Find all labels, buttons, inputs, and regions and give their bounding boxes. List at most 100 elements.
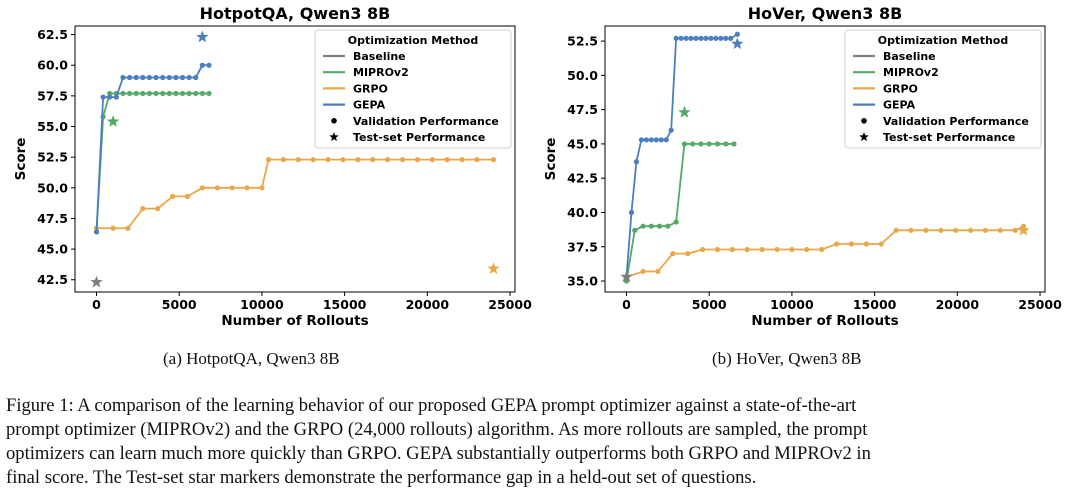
caption-line: final score. The Test-set star markers d… xyxy=(6,467,757,488)
data-point xyxy=(714,246,721,253)
data-point xyxy=(665,223,671,229)
data-point xyxy=(107,90,113,97)
y-tick-label: 52.5 xyxy=(567,34,598,49)
y-tick-label: 35.0 xyxy=(567,274,598,289)
data-point xyxy=(640,268,646,275)
data-point xyxy=(125,225,131,231)
data-point xyxy=(893,227,899,233)
legend-entry: Baseline xyxy=(353,50,406,63)
test-star-baseline xyxy=(620,270,633,283)
data-point xyxy=(938,227,944,233)
data-point xyxy=(997,227,1003,233)
data-point xyxy=(166,90,172,97)
data-point xyxy=(474,157,480,163)
legend-marker-star xyxy=(859,132,869,142)
legend-box xyxy=(314,29,512,149)
data-point xyxy=(673,35,679,41)
legend-entry: GRPO xyxy=(883,82,918,95)
legend-marker-dot xyxy=(331,118,337,124)
legend-entry: Baseline xyxy=(883,50,936,63)
series-gepa xyxy=(93,62,212,235)
y-tick-label: 42.5 xyxy=(567,171,598,186)
data-point xyxy=(693,35,699,41)
legend-entry: MIPROv2 xyxy=(883,66,939,79)
data-point xyxy=(169,193,176,199)
data-point xyxy=(656,223,663,229)
caption-line: Figure 1: A comparison of the learning b… xyxy=(6,395,857,416)
data-point xyxy=(155,206,161,212)
plot-frame xyxy=(74,25,516,293)
data-point xyxy=(100,94,106,100)
data-point xyxy=(681,141,687,147)
y-tick-label: 40.0 xyxy=(567,205,598,220)
data-point xyxy=(878,241,884,247)
series-miprov2 xyxy=(93,90,212,235)
x-tick-label: 20000 xyxy=(936,297,980,312)
y-tick-label: 45.0 xyxy=(567,136,598,151)
data-point xyxy=(110,225,116,231)
y-tick-label: 37.5 xyxy=(567,239,598,254)
data-point xyxy=(670,251,676,257)
data-point xyxy=(688,35,694,41)
y-tick-label: 47.5 xyxy=(567,102,598,117)
y-tick-label: 62.5 xyxy=(37,27,68,42)
data-point xyxy=(160,90,166,97)
data-point xyxy=(953,227,959,233)
data-point xyxy=(140,90,146,97)
x-tick-label: 5000 xyxy=(692,297,727,312)
data-point xyxy=(655,268,661,275)
data-point xyxy=(982,227,989,233)
data-point xyxy=(214,185,220,191)
data-point xyxy=(734,31,740,37)
legend-marker-dot xyxy=(861,118,867,124)
x-tick-label: 20000 xyxy=(406,297,450,312)
data-point xyxy=(120,90,126,97)
x-tick-label: 15000 xyxy=(323,297,367,312)
data-point xyxy=(244,185,250,191)
data-point xyxy=(708,35,714,41)
data-point xyxy=(490,157,497,163)
data-point xyxy=(459,157,465,163)
data-point xyxy=(678,35,684,41)
test-star-grpo xyxy=(1017,223,1030,236)
data-point xyxy=(643,137,649,143)
data-point xyxy=(414,157,421,163)
data-point xyxy=(632,227,638,233)
y-axis-label: Score xyxy=(543,138,559,181)
data-point xyxy=(133,90,139,97)
data-point xyxy=(107,94,113,100)
legend: Optimization Method Baseline MIPROv2 GRPO GE… xyxy=(844,29,1042,149)
data-point xyxy=(179,90,186,97)
data-point xyxy=(863,241,869,247)
data-point xyxy=(668,127,674,133)
x-tick-label: 25000 xyxy=(1018,297,1062,312)
x-tick-label: 25000 xyxy=(488,297,532,312)
data-point xyxy=(759,246,765,253)
data-point xyxy=(819,246,825,253)
data-point xyxy=(729,246,735,253)
legend: Optimization Method Baseline MIPROv2 GRPO GE… xyxy=(314,29,512,149)
data-point xyxy=(206,90,212,97)
y-tick-label: 42.5 xyxy=(37,272,68,287)
series-line xyxy=(625,143,735,282)
data-point xyxy=(199,185,205,191)
test-star-gepa xyxy=(731,37,744,50)
data-point xyxy=(923,227,929,233)
x-tick-label: 15000 xyxy=(853,297,897,312)
data-point xyxy=(444,157,450,163)
legend-entry: GEPA xyxy=(353,99,386,112)
data-point xyxy=(698,35,704,41)
data-point xyxy=(140,74,146,81)
data-point xyxy=(774,246,780,253)
data-point xyxy=(153,74,159,81)
data-point xyxy=(146,74,153,81)
data-point xyxy=(628,209,635,216)
data-point xyxy=(133,74,139,81)
y-axis-label: Score xyxy=(13,138,29,181)
data-point xyxy=(199,90,205,97)
data-point xyxy=(653,137,659,143)
data-point xyxy=(325,157,331,163)
y-tick-label: 45.0 xyxy=(37,242,68,257)
test-star-gepa xyxy=(196,30,209,43)
